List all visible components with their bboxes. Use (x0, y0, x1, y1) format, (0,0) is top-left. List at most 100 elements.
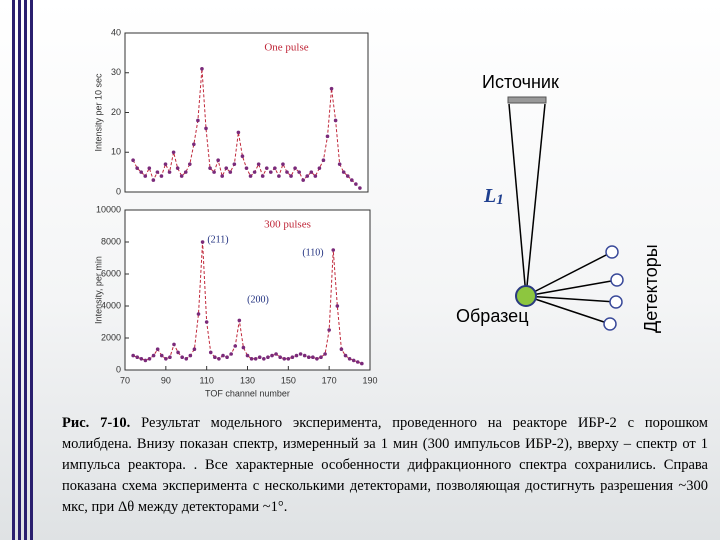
data-point (131, 158, 135, 162)
beam-line (525, 103, 546, 297)
data-point (184, 357, 189, 361)
plot-frame (124, 209, 371, 371)
sample-label: Образец (456, 306, 529, 326)
y-tick-label: 8000 (101, 236, 121, 246)
data-point (135, 355, 140, 360)
data-point (168, 355, 172, 360)
detector-line (525, 295, 611, 325)
y-tick-label: 0 (116, 186, 121, 196)
data-point (252, 170, 257, 174)
data-point (228, 170, 233, 174)
y-tick-label: 4000 (101, 300, 121, 310)
side-stripes (12, 0, 33, 540)
data-point (345, 174, 350, 178)
detector-line (525, 251, 613, 297)
x-tick-label: 110 (199, 375, 213, 385)
distance-symbol: L (483, 185, 496, 207)
distance-label: L1 (483, 185, 504, 209)
data-point (151, 353, 156, 358)
data-point (327, 328, 331, 332)
data-point (262, 357, 266, 361)
detector (603, 317, 617, 331)
data-point (155, 347, 160, 352)
detector-line (525, 279, 618, 297)
data-point (171, 150, 176, 155)
data-point (285, 170, 289, 174)
data-point (358, 186, 362, 190)
source-block (507, 96, 547, 104)
data-point (317, 166, 322, 170)
data-point (159, 174, 164, 178)
data-point (245, 353, 250, 358)
detector (610, 273, 624, 287)
data-point (355, 360, 360, 364)
data-point (196, 118, 200, 123)
data-point (188, 162, 192, 166)
data-point (143, 358, 148, 363)
data-point (208, 166, 212, 170)
data-point (325, 134, 330, 139)
data-point (143, 174, 148, 178)
data-point (323, 352, 327, 356)
data-point (196, 312, 201, 316)
data-point (341, 170, 346, 174)
data-point (281, 162, 285, 166)
data-point (293, 166, 297, 170)
x-tick-label: 150 (281, 375, 296, 385)
data-point (333, 118, 338, 123)
data-point (253, 357, 258, 361)
detectors-label: Детекторы (641, 244, 661, 333)
data-point (309, 170, 314, 174)
data-point (221, 353, 225, 358)
data-point (277, 174, 281, 178)
data-point (180, 355, 184, 360)
data-point (286, 357, 291, 361)
data-point (305, 174, 310, 178)
data-point (335, 304, 340, 308)
data-point (269, 170, 273, 174)
y-axis-label: Intensity per 10 sec (93, 73, 103, 152)
data-point (200, 66, 204, 71)
peak-label: (200) (247, 294, 269, 305)
data-point (294, 353, 299, 358)
beam-line (508, 103, 527, 297)
data-point (321, 158, 326, 162)
data-point (176, 350, 180, 355)
data-point (260, 174, 265, 178)
data-point (139, 357, 144, 361)
data-point (319, 355, 323, 360)
data-point (360, 361, 364, 366)
data-point (311, 355, 315, 360)
diagram: Источник L1 Образец Детекторы (456, 72, 661, 333)
data-point (139, 170, 143, 174)
data-point (290, 355, 295, 360)
data-point (249, 357, 254, 361)
source-label: Источник (482, 72, 559, 92)
detector (609, 295, 623, 309)
data-point (266, 355, 270, 360)
data-point (192, 142, 196, 147)
data-point (163, 162, 168, 166)
chart-title: 300 pulses (264, 219, 311, 231)
y-tick-label: 2000 (101, 332, 121, 342)
x-tick-label: 90 (161, 375, 171, 385)
y-tick-label: 10 (111, 147, 121, 157)
chart-title: One pulse (264, 42, 308, 54)
data-point (354, 182, 358, 186)
data-point (213, 355, 217, 360)
data-point (244, 166, 249, 170)
data-point (278, 355, 282, 360)
data-point (188, 353, 193, 358)
data-point (331, 248, 336, 252)
data-point (229, 352, 233, 356)
data-point (192, 347, 197, 352)
data-point (237, 318, 242, 323)
data-point (164, 357, 168, 361)
detector (605, 245, 619, 259)
data-point (135, 166, 139, 170)
data-point (282, 357, 287, 361)
data-point (315, 357, 319, 361)
data-point (256, 162, 261, 166)
data-point (241, 345, 246, 350)
